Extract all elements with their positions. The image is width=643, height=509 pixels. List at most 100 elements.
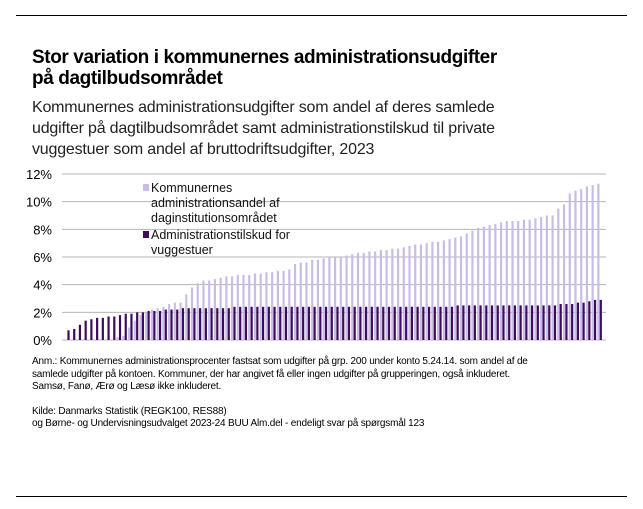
bar-admin-share [511,221,514,340]
bar-admin-share [133,320,136,340]
bar-admin-share [242,274,245,340]
bar-admin-share [316,259,320,340]
bar-chart: 0% 2% 4% 6% 8% 10% 12% Kommunernesadministratio… [26,167,606,348]
bar-admin-subsidy [296,306,299,340]
bar-admin-subsidy [239,306,242,340]
bar-admin-share [477,227,480,340]
bar-admin-subsidy [588,301,591,340]
bar-admin-subsidy [261,306,265,340]
bar-admin-share [248,274,251,340]
bar-admin-subsidy [416,306,419,340]
bar-admin-share [494,223,497,340]
bar-admin-share [190,287,194,340]
bar-admin-share [236,274,239,340]
bar-admin-subsidy [176,309,179,340]
bar-admin-share [425,243,428,340]
legend-swatch [143,231,149,238]
bar-admin-subsidy [113,316,116,340]
legend-label: daginstitutionsområdet [151,211,277,225]
bar-admin-share [528,219,531,340]
bar-admin-subsidy [319,306,322,340]
bar-admin-share [414,244,417,340]
bar-admin-subsidy [130,313,133,340]
bar-admin-share [253,273,257,340]
subtitle-line: vuggestuer som andel af bruttodriftsudgi… [32,141,375,158]
bar-admin-share [522,219,526,340]
subtitle-line: Kommunernes administrationsudgifter som … [32,99,495,116]
bottom-rule [16,496,627,497]
bar-admin-share [465,233,468,340]
bar-admin-share [334,257,337,340]
bar-admin-share [374,251,377,340]
bar-admin-subsidy [548,305,551,340]
bar-admin-share [568,193,571,340]
title-line: Stor variation i kommunernes administrat… [32,47,497,68]
bar-admin-subsidy [410,306,414,340]
bar-admin-subsidy [290,306,293,340]
bar-admin-share [448,239,451,340]
legend-label: administrationsandel af [151,196,280,210]
bar-admin-share [356,252,360,340]
bar-admin-subsidy [210,308,213,340]
bar-admin-share [459,236,463,340]
bar-admin-share [213,279,217,340]
bar-admin-subsidy [221,308,225,340]
bar-admin-share [271,272,274,340]
bar-admin-subsidy [445,306,448,340]
bar-admin-share [391,248,394,340]
bar-admin-subsidy [279,306,282,340]
bar-admin-subsidy [496,305,499,340]
bar-admin-share [385,250,388,340]
bar-admin-subsidy [582,302,585,340]
legend-swatch [143,184,149,191]
bar-admin-subsidy [508,305,511,340]
figure-subtitle: Kommunernes administrationsudgifter som … [32,97,592,160]
bar-admin-share [122,335,125,340]
bar-admin-share [185,294,188,340]
bar-admin-subsidy [90,319,93,340]
bar-admin-subsidy [359,306,362,340]
bar-admin-subsidy [67,330,70,340]
bar-admin-subsidy [181,308,185,340]
bar-admin-share [173,302,176,340]
y-tick-label: 2% [33,305,52,320]
bar-admin-subsidy [456,305,459,340]
bar-admin-subsidy [307,306,310,340]
y-tick-label: 0% [33,333,52,348]
bar-admin-subsidy [227,308,230,340]
bar-admin-share [442,240,445,340]
bar-admin-share [562,204,566,340]
bar-admin-share [202,280,205,340]
bar-admin-subsidy [164,309,167,340]
bar-admin-share [179,302,182,340]
bar-admin-subsidy [302,306,305,340]
bar-admin-subsidy [571,304,574,340]
bar-admin-subsidy [565,304,568,340]
bar-admin-subsidy [96,317,99,340]
bar-admin-share [499,222,503,340]
bar-admin-subsidy [147,310,150,340]
legend-label: vuggestuer [151,243,213,257]
bar-admin-share [127,327,131,340]
bar-admin-subsidy [336,306,339,340]
bar-admin-share [551,215,554,340]
notes: Anm.: Kommunernes administrationsprocent… [32,356,622,431]
note-line: samlede udgifter på kontoen. Kommuner, d… [32,368,510,380]
bar-admin-share [288,269,291,340]
bar-admin-subsidy [485,305,488,340]
bar-admin-subsidy [519,305,522,340]
bar-admin-subsidy [468,305,471,340]
bar-admin-share [534,218,537,340]
bar-admin-share [574,190,577,340]
bar-admin-share [299,262,302,340]
bar-admin-subsidy [141,312,145,340]
source-line: Kilde: Danmarks Statistik (REGK100, RES8… [32,405,227,417]
note-line: Anm.: Kommunernes administrationsprocent… [32,356,528,367]
bar-admin-subsidy [593,299,597,340]
note-line: Samsø, Fanø, Ærø og Læsø ikke inkluderet… [32,381,222,392]
bar-admin-subsidy [216,308,219,340]
source-line: og Børne- og Undervisningsudvalget 2023-… [32,418,425,429]
bar-admin-subsidy [107,316,110,340]
bar-admin-share [293,263,297,340]
bar-admin-share [339,257,342,340]
